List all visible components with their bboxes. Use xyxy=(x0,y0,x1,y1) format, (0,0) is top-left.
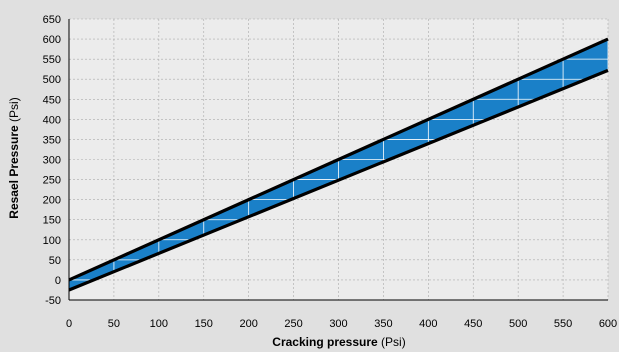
x-tick-label: 100 xyxy=(150,318,168,330)
x-tick-label: 0 xyxy=(66,318,72,330)
x-tick-label: 350 xyxy=(374,318,392,330)
y-tick-label: 50 xyxy=(49,255,61,267)
y-tick-label: 0 xyxy=(55,275,61,287)
upper-boundary-line xyxy=(68,37,609,282)
y-tick-label: 550 xyxy=(43,54,61,66)
y-tick-label: 150 xyxy=(43,215,61,227)
x-tick-label: 50 xyxy=(108,318,120,330)
x-tick-label: 150 xyxy=(195,318,213,330)
boundary-lines xyxy=(68,37,609,292)
y-tick-label: 100 xyxy=(43,235,61,247)
x-tick-label: 250 xyxy=(284,318,302,330)
y-tick-label: 300 xyxy=(43,155,61,167)
x-axis-title-main: Cracking pressure xyxy=(272,335,378,349)
y-tick-label: 650 xyxy=(43,14,61,26)
x-tick-label: 300 xyxy=(329,318,347,330)
y-tick-label: 250 xyxy=(43,175,61,187)
y-tick-label: 600 xyxy=(43,34,61,46)
y-axis-title-unit: (Psi) xyxy=(7,97,21,125)
x-tick-label: 500 xyxy=(509,318,527,330)
y-tick-labels: -50 0 50 100 150 200 250 300 350 400 450 500 550 600 6… xyxy=(43,14,61,307)
x-axis-title: Cracking pressure (Psi) xyxy=(272,335,405,349)
x-axis-title-unit: (Psi) xyxy=(378,335,406,349)
x-tick-label: 450 xyxy=(464,318,482,330)
x-tick-label: 200 xyxy=(239,318,257,330)
y-axis-title-main: Resael Pressure xyxy=(7,125,21,219)
y-tick-label: 350 xyxy=(43,134,61,146)
x-tick-labels: 0 50 100 150 200 250 300 350 400 450 500 550 600 xyxy=(66,318,617,330)
y-tick-label: 500 xyxy=(43,74,61,86)
x-tick-label: 550 xyxy=(554,318,572,330)
y-tick-label: 450 xyxy=(43,94,61,106)
lower-boundary-line xyxy=(68,68,609,292)
y-tick-label: -50 xyxy=(45,295,61,307)
y-axis-title: Resael Pressure (Psi) xyxy=(7,97,21,218)
y-tick-label: 400 xyxy=(43,114,61,126)
x-tick-label: 400 xyxy=(419,318,437,330)
x-tick-label: 600 xyxy=(599,318,617,330)
y-tick-label: 200 xyxy=(43,195,61,207)
axes xyxy=(68,19,608,301)
